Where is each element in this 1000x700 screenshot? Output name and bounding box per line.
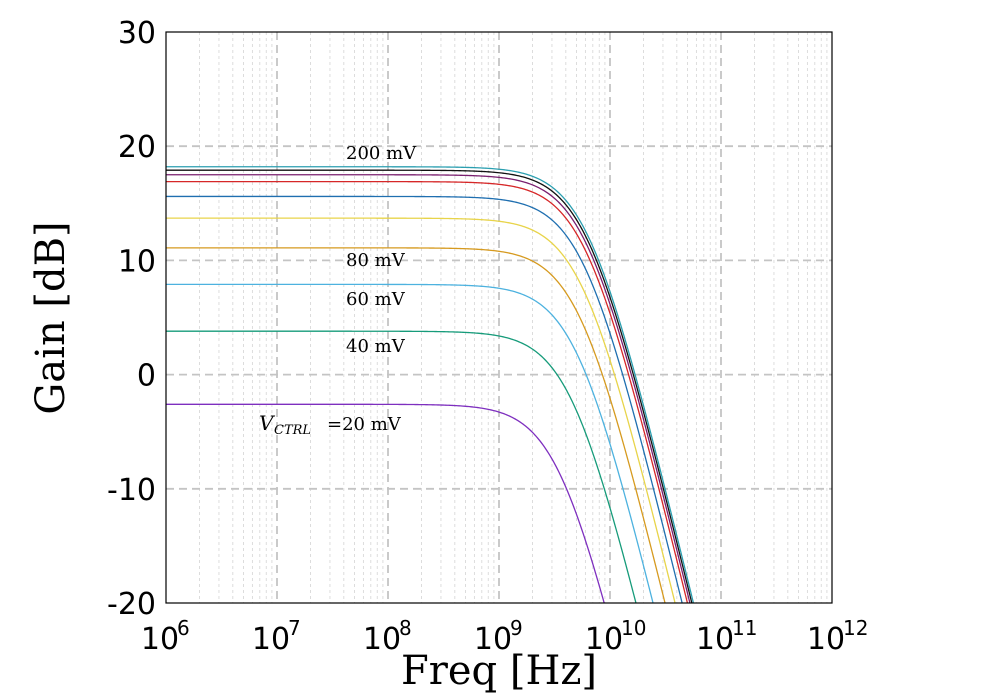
x-tick-label: 108 bbox=[363, 616, 412, 657]
series-line bbox=[166, 169, 693, 603]
grid bbox=[166, 32, 832, 603]
x-tick-exponent: 11 bbox=[732, 616, 757, 640]
y-tick-label: -20 bbox=[107, 587, 156, 622]
series-line bbox=[166, 283, 654, 603]
x-tick-exponent: 9 bbox=[510, 616, 523, 640]
x-tick-label: 106 bbox=[141, 616, 190, 657]
x-tick-base: 10 bbox=[696, 622, 734, 657]
series-line bbox=[166, 403, 605, 603]
x-tick-base: 10 bbox=[474, 622, 512, 657]
series-line bbox=[166, 180, 689, 603]
y-tick-label: -10 bbox=[107, 473, 156, 508]
x-tick-base: 10 bbox=[141, 622, 179, 657]
series-line bbox=[166, 166, 695, 603]
annotation-vctrl-value: =20 mV bbox=[327, 414, 402, 435]
y-tick-label: 10 bbox=[118, 244, 156, 279]
series-line bbox=[166, 195, 683, 603]
x-tick-exponent: 10 bbox=[621, 616, 646, 640]
x-tick-exponent: 7 bbox=[288, 616, 301, 640]
series-line bbox=[166, 330, 637, 603]
x-tick-exponent: 6 bbox=[177, 616, 190, 640]
annotation-200mv: 200 mV bbox=[346, 143, 417, 164]
x-tick-label: 107 bbox=[252, 616, 301, 657]
y-tick-labels: 30 20 10 0 -10 -20 bbox=[107, 16, 156, 622]
series-lines bbox=[166, 166, 695, 603]
x-tick-base: 10 bbox=[585, 622, 623, 657]
y-tick-label: 20 bbox=[118, 130, 156, 165]
x-tick-exponent: 12 bbox=[843, 616, 868, 640]
x-tick-label: 109 bbox=[474, 616, 523, 657]
annotation-vctrl-v: V bbox=[259, 411, 276, 435]
x-tick-base: 10 bbox=[252, 622, 290, 657]
y-tick-label: 0 bbox=[137, 359, 156, 394]
series-line bbox=[166, 217, 676, 603]
annotation-80mv: 80 mV bbox=[346, 250, 406, 271]
x-tick-exponent: 8 bbox=[399, 616, 412, 640]
series-line bbox=[166, 247, 666, 603]
annotation-vctrl-subscript: CTRL bbox=[274, 423, 311, 438]
y-axis-label: Gain [dB] bbox=[28, 221, 74, 414]
x-tick-base: 10 bbox=[807, 622, 845, 657]
annotation-60mv: 60 mV bbox=[346, 289, 406, 310]
x-tick-base: 10 bbox=[363, 622, 401, 657]
annotation-40mv: 40 mV bbox=[346, 336, 406, 357]
y-tick-label: 30 bbox=[118, 16, 156, 51]
x-axis-label: Freq [Hz] bbox=[401, 648, 597, 694]
series-line bbox=[166, 174, 691, 603]
plot-frame bbox=[165, 31, 833, 604]
annotation-vctrl-20mv: V CTRL =20 mV bbox=[259, 411, 402, 438]
